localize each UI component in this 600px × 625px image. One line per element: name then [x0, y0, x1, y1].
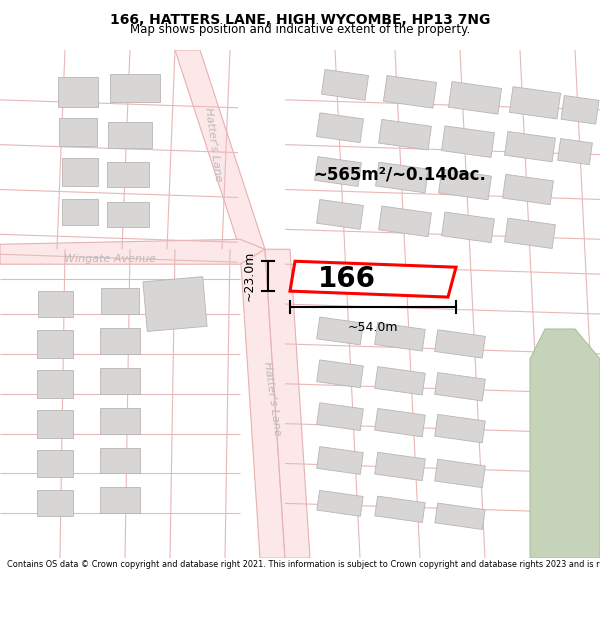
Bar	[442, 212, 494, 243]
Text: Wingate Avenue: Wingate Avenue	[64, 254, 156, 264]
Polygon shape	[175, 50, 265, 249]
Bar	[435, 372, 485, 401]
Bar	[442, 126, 494, 158]
Bar	[448, 81, 502, 114]
Polygon shape	[240, 249, 285, 558]
Bar	[383, 76, 437, 108]
Bar	[317, 491, 363, 516]
Text: 166: 166	[318, 265, 376, 293]
Bar	[100, 368, 140, 394]
Polygon shape	[265, 249, 310, 558]
Bar	[375, 496, 425, 522]
Bar	[101, 288, 139, 314]
Bar	[322, 69, 368, 100]
Bar	[110, 74, 160, 102]
Text: ~565m²/~0.140ac.: ~565m²/~0.140ac.	[314, 166, 487, 184]
Bar	[37, 491, 73, 516]
Bar	[100, 328, 140, 354]
Bar	[317, 199, 364, 229]
Bar	[375, 409, 425, 437]
Bar	[561, 96, 599, 124]
Bar	[375, 367, 425, 395]
Bar	[317, 447, 364, 474]
Bar	[143, 277, 207, 331]
Bar	[435, 330, 485, 358]
Bar	[379, 206, 431, 237]
Text: ~23.0m: ~23.0m	[243, 251, 256, 301]
Bar	[37, 409, 73, 437]
Text: Hatter's Lane: Hatter's Lane	[203, 107, 223, 182]
Bar	[439, 169, 491, 200]
Text: Contains OS data © Crown copyright and database right 2021. This information is : Contains OS data © Crown copyright and d…	[7, 560, 600, 569]
Text: Map shows position and indicative extent of the property.: Map shows position and indicative extent…	[130, 23, 470, 36]
Bar	[317, 317, 364, 345]
Bar	[503, 174, 553, 204]
Bar	[317, 402, 364, 431]
Bar	[317, 113, 364, 142]
Bar	[317, 360, 364, 388]
Polygon shape	[290, 261, 456, 297]
Bar	[435, 414, 485, 442]
Bar	[376, 162, 428, 193]
Bar	[505, 131, 556, 162]
Bar	[379, 119, 431, 150]
Bar	[100, 448, 140, 474]
Bar	[314, 157, 361, 186]
Text: Hatter's Lane: Hatter's Lane	[262, 361, 282, 436]
Polygon shape	[530, 329, 600, 558]
Text: 166, HATTERS LANE, HIGH WYCOMBE, HP13 7NG: 166, HATTERS LANE, HIGH WYCOMBE, HP13 7N…	[110, 12, 490, 26]
Bar	[62, 199, 98, 226]
Bar	[435, 459, 485, 488]
Bar	[62, 158, 98, 186]
Bar	[37, 330, 73, 358]
Bar	[375, 322, 425, 351]
Bar	[59, 118, 97, 146]
Bar	[557, 139, 592, 165]
Bar	[37, 449, 73, 478]
Bar	[375, 452, 425, 481]
Polygon shape	[0, 239, 265, 264]
Bar	[58, 77, 98, 107]
Text: ~54.0m: ~54.0m	[348, 321, 398, 334]
Bar	[37, 370, 73, 398]
Bar	[509, 87, 560, 119]
Bar	[107, 202, 149, 227]
Bar	[100, 408, 140, 434]
Bar	[107, 162, 149, 188]
Bar	[435, 503, 485, 529]
Bar	[100, 488, 140, 513]
Bar	[108, 122, 152, 148]
Bar	[505, 218, 556, 249]
Bar	[37, 291, 73, 317]
